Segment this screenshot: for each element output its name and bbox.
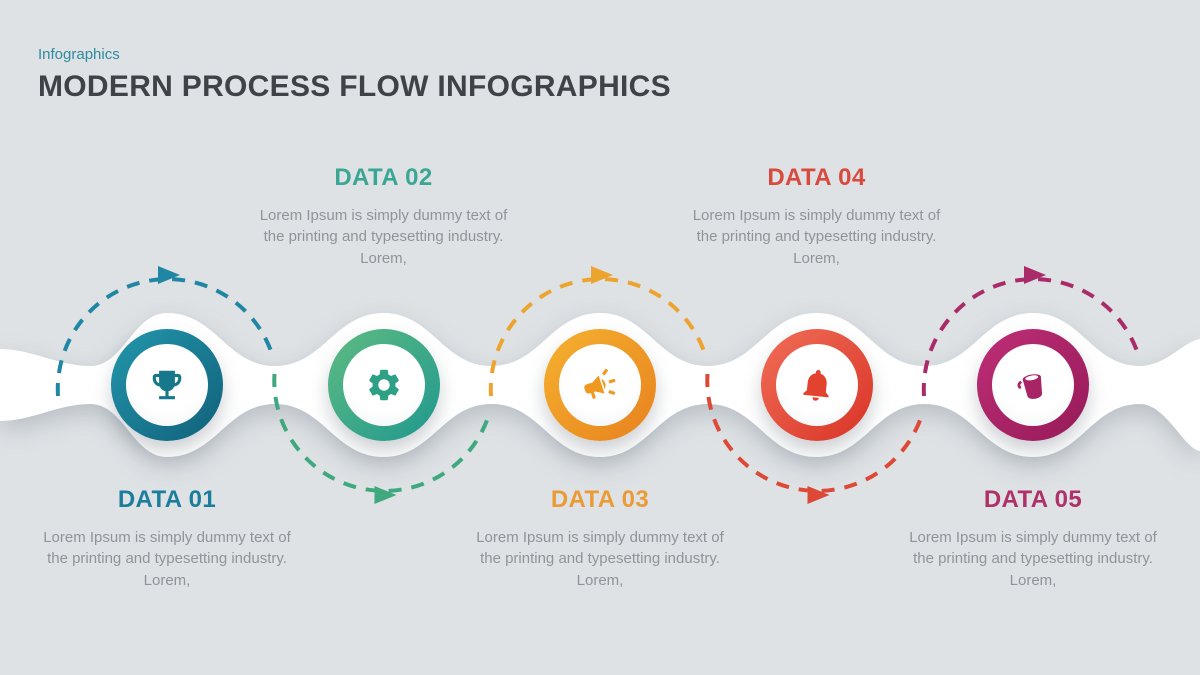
slide-header: Infographics MODERN PROCESS FLOW INFOGRA… xyxy=(38,46,671,104)
trophy-icon xyxy=(152,370,182,400)
arrowhead-icon xyxy=(807,486,830,504)
step-node-5-disc xyxy=(992,344,1074,426)
step-title: DATA 01 xyxy=(117,486,217,513)
step-node-5 xyxy=(977,329,1089,441)
step-title: DATA 02 xyxy=(334,164,433,191)
step-description: Lorem Ipsum is simply dummy text of the … xyxy=(259,207,508,267)
step-node-1-disc xyxy=(126,344,208,426)
step-description: Lorem Ipsum is simply dummy text of the … xyxy=(43,529,291,589)
step-node-2 xyxy=(327,329,440,441)
step-node-1 xyxy=(111,329,223,441)
step-label-3: DATA 03 Lorem Ipsum is simply dummy text… xyxy=(450,486,750,591)
step-description: Lorem Ipsum is simply dummy text of the … xyxy=(476,529,724,589)
flow-arrow-4 xyxy=(705,373,925,504)
megaphone-icon xyxy=(584,368,616,399)
flow-arrow-5 xyxy=(921,266,1141,397)
flow-arrow-1 xyxy=(55,266,275,397)
step-node-2-disc xyxy=(342,344,425,426)
flow-arrow-2 xyxy=(272,373,492,504)
step-title: DATA 05 xyxy=(983,486,1083,513)
step-label-2: DATA 02 Lorem Ipsum is simply dummy text… xyxy=(234,164,534,269)
step-node-4-disc xyxy=(775,344,858,426)
step-description: Lorem Ipsum is simply dummy text of the … xyxy=(909,529,1157,589)
step-label-5: DATA 05 Lorem Ipsum is simply dummy text… xyxy=(883,486,1183,591)
gear-icon xyxy=(368,369,399,401)
bell-icon xyxy=(802,370,829,401)
step-title: DATA 04 xyxy=(767,164,866,191)
step-title: DATA 03 xyxy=(550,486,650,513)
arrowhead-icon xyxy=(158,266,180,284)
arrowhead-icon xyxy=(374,486,397,504)
step-label-1: DATA 01 Lorem Ipsum is simply dummy text… xyxy=(17,486,317,591)
step-node-4 xyxy=(760,329,873,441)
arrowhead-icon xyxy=(1024,266,1046,284)
step-node-3 xyxy=(544,329,656,441)
flow-arrow-3 xyxy=(488,266,708,397)
page-title: MODERN PROCESS FLOW INFOGRAPHICS xyxy=(38,70,671,103)
step-node-3-disc xyxy=(559,344,641,426)
arrowhead-icon xyxy=(591,266,613,284)
step-label-4: DATA 04 Lorem Ipsum is simply dummy text… xyxy=(667,164,967,269)
bucket-icon xyxy=(1017,374,1043,399)
step-description: Lorem Ipsum is simply dummy text of the … xyxy=(692,207,941,267)
eyebrow-label: Infographics xyxy=(38,46,120,63)
